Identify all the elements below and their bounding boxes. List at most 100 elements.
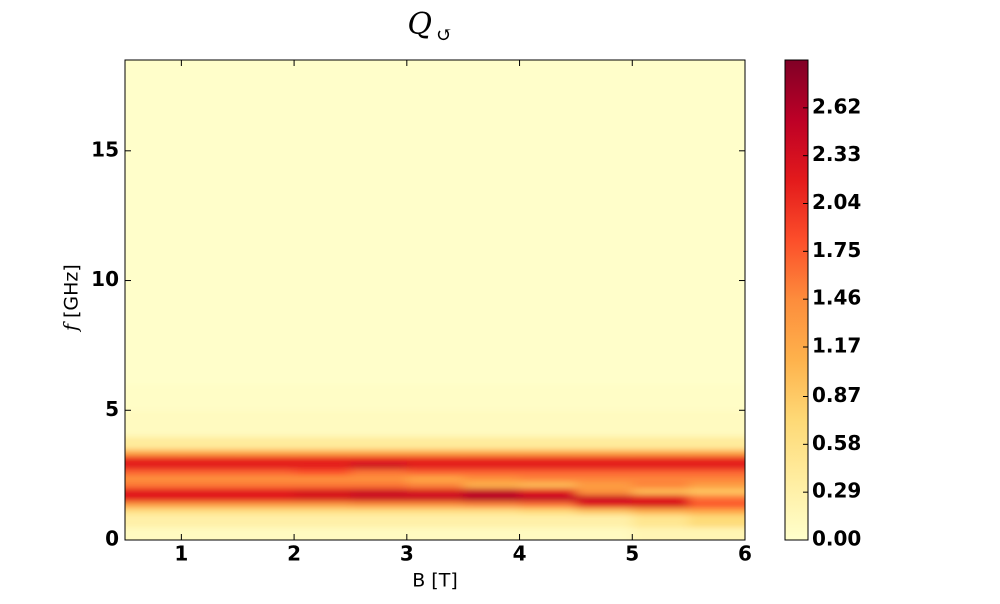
heatmap-cell <box>350 507 408 515</box>
heatmap-cell <box>575 449 633 457</box>
heatmap-cell <box>632 494 690 502</box>
heatmap-cell <box>350 60 408 385</box>
heatmap-cell <box>237 468 295 476</box>
heatmap-cell <box>237 507 295 515</box>
heatmap-cell <box>294 507 351 515</box>
heatmap-cell <box>181 384 239 411</box>
heatmap-cell <box>463 60 521 385</box>
heatmap-cell <box>181 468 239 476</box>
heatmap-cell <box>125 501 182 509</box>
heatmap-cell <box>406 501 464 509</box>
heatmap-cell <box>519 436 577 450</box>
heatmap-cell <box>632 475 690 483</box>
heatmap-cell <box>125 436 182 450</box>
heatmap-cell <box>406 410 464 437</box>
heatmap-cell <box>125 494 182 502</box>
heatmap-cell <box>181 507 239 515</box>
heatmap-cell <box>125 514 182 528</box>
heatmap-cell <box>575 527 633 540</box>
heatmap-cell <box>237 501 295 509</box>
colorbar-tick-label: 1.75 <box>812 238 861 262</box>
colorbar-tick-label: 0.58 <box>812 431 861 455</box>
heatmap-cell <box>463 475 521 483</box>
heatmap-cell <box>688 527 745 540</box>
heatmap-cell <box>294 514 351 528</box>
heatmap-cell <box>237 436 295 450</box>
heatmap-cell <box>181 462 239 470</box>
heatmap-cell <box>688 455 745 463</box>
heatmap-cell <box>181 60 239 385</box>
y-axis-label-symbol: f <box>60 321 82 333</box>
heatmap-cell <box>688 475 745 483</box>
heatmap-cell <box>294 384 351 411</box>
heatmap-cell <box>463 410 521 437</box>
heatmap-cell <box>632 507 690 515</box>
heatmap-cell <box>181 449 239 457</box>
heatmap-cell <box>632 436 690 450</box>
heatmap-cell <box>350 481 408 489</box>
heatmap-cell <box>688 384 745 411</box>
heatmap-cells <box>125 60 745 540</box>
heatmap-cell <box>519 468 577 476</box>
heatmap-cell <box>350 468 408 476</box>
heatmap-cell <box>688 507 745 515</box>
heatmap-cell <box>632 410 690 437</box>
heatmap-cell <box>519 475 577 483</box>
heatmap-cell <box>406 455 464 463</box>
heatmap-cell <box>519 494 577 502</box>
heatmap-cell <box>688 60 745 385</box>
heatmap-cell <box>463 527 521 540</box>
heatmap-cell <box>575 488 633 496</box>
heatmap-cell <box>294 462 351 470</box>
y-tick-label: 5 <box>105 397 119 421</box>
heatmap-cell <box>406 468 464 476</box>
heatmap-cell <box>294 410 351 437</box>
heatmap-cell <box>463 455 521 463</box>
heatmap-cell <box>406 507 464 515</box>
heatmap-cell <box>237 410 295 437</box>
heatmap-cell <box>294 455 351 463</box>
heatmap-cell <box>125 462 182 470</box>
heatmap-cell <box>350 455 408 463</box>
heatmap-cell <box>237 527 295 540</box>
heatmap-cell <box>181 475 239 483</box>
heatmap-cell <box>237 494 295 502</box>
heatmap-cell <box>406 494 464 502</box>
heatmap-cell <box>181 410 239 437</box>
heatmap-cell <box>237 514 295 528</box>
heatmap <box>125 60 745 540</box>
heatmap-cell <box>519 527 577 540</box>
x-tick-label: 1 <box>174 542 188 566</box>
chart-title: Q <box>407 7 432 42</box>
heatmap-cell <box>181 455 239 463</box>
heatmap-cell <box>294 475 351 483</box>
heatmap-cell <box>688 449 745 457</box>
heatmap-cell <box>237 449 295 457</box>
heatmap-cell <box>406 527 464 540</box>
heatmap-cell <box>125 475 182 483</box>
heatmap-cell <box>294 436 351 450</box>
colorbar <box>784 59 809 541</box>
heatmap-cell <box>688 462 745 470</box>
heatmap-cell <box>632 468 690 476</box>
heatmap-cell <box>406 514 464 528</box>
heatmap-cell <box>125 60 182 385</box>
heatmap-cell <box>463 514 521 528</box>
heatmap-cell <box>350 449 408 457</box>
heatmap-cell <box>181 436 239 450</box>
heatmap-cell <box>632 384 690 411</box>
heatmap-cell <box>125 384 182 411</box>
heatmap-cell <box>350 475 408 483</box>
heatmap-cell <box>688 494 745 502</box>
heatmap-cell <box>575 436 633 450</box>
heatmap-cell <box>350 494 408 502</box>
heatmap-cell <box>519 410 577 437</box>
colorbar-tick-label: 2.62 <box>812 94 861 118</box>
heatmap-cell <box>688 436 745 450</box>
heatmap-cell <box>632 455 690 463</box>
heatmap-cell <box>519 514 577 528</box>
heatmap-cell <box>350 462 408 470</box>
heatmap-cell <box>632 527 690 540</box>
heatmap-cell <box>181 514 239 528</box>
heatmap-cell <box>406 475 464 483</box>
